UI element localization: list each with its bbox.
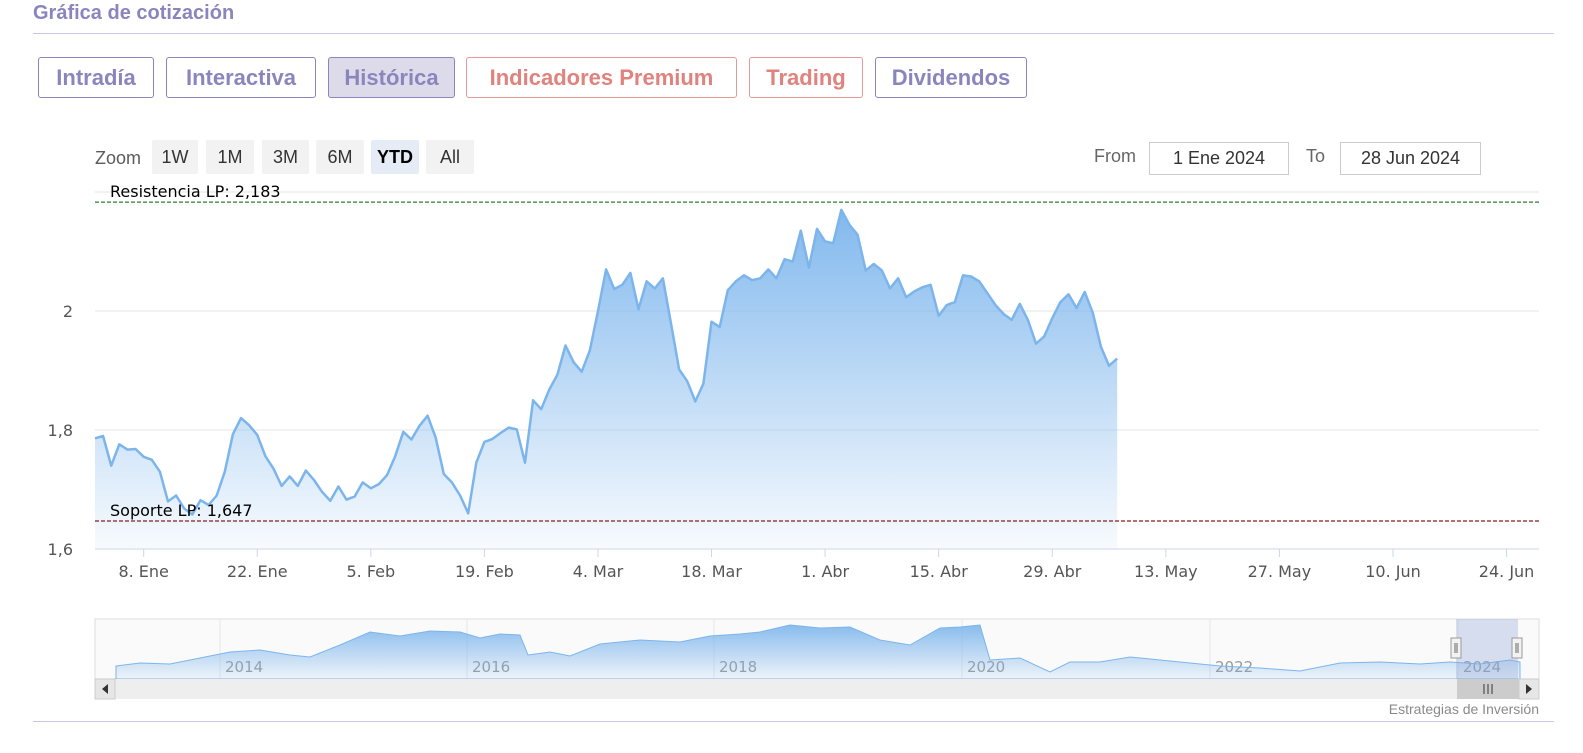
y-axis: 1,6 1,8 2 [48,302,73,559]
x-tick-label: 15. Abr [910,562,969,581]
zoom-ytd-button[interactable]: YTD [371,140,419,174]
y-tick-label: 1,6 [48,540,73,559]
arrow-right-icon [1526,684,1532,694]
zoom-label: Zoom [95,148,142,168]
x-tick-label: 5. Feb [346,562,395,581]
navigator[interactable]: 201420162018202020222024 [94,618,1540,680]
zoom-all-button[interactable]: All [426,140,474,174]
credit-label: Estrategias de Inversión [1388,701,1539,717]
x-tick-label: 22. Ene [227,562,288,581]
resistance-label: Resistencia LP: 2,183 [110,182,281,201]
x-tick-label: 10. Jun [1365,562,1421,581]
zoom-6m-button[interactable]: 6M [316,140,364,174]
navigator-right-handle[interactable] [1511,637,1523,659]
x-tick-label: 4. Mar [573,562,624,581]
tab-trading[interactable]: Trading [749,57,863,98]
tab-interactiva[interactable]: Interactiva [166,57,316,98]
bottom-divider [33,721,1554,722]
tab-intradia[interactable]: Intradía [38,57,154,98]
tab-indicadores-premium[interactable]: Indicadores Premium [466,57,737,98]
x-tick-label: 27. May [1248,562,1312,581]
x-axis: 8. Ene 22. Ene 5. Feb 19. Feb 4. Mar 18. Mar 1… [95,548,1539,581]
support-label: Soporte LP: 1,647 [110,501,253,520]
from-label: From [1094,146,1136,166]
to-label: To [1306,146,1326,166]
zoom-1w-button[interactable]: 1W [152,140,198,174]
y-tick-label: 2 [63,302,73,321]
page-title: Gráfica de cotización [33,2,235,24]
x-tick-label: 29. Abr [1023,562,1082,581]
price-area [95,209,1118,549]
x-tick-label: 8. Ene [118,562,168,581]
navigator-series [115,624,1521,680]
x-tick-label: 13. May [1134,562,1198,581]
from-date-input[interactable]: 1 Ene 2024 [1149,142,1289,175]
x-tick-label: 18. Mar [681,562,742,581]
title-divider [33,33,1554,34]
navigator-left-handle[interactable] [1450,637,1462,659]
navigator-selection[interactable] [1456,619,1518,679]
x-tick-label: 19. Feb [455,562,514,581]
price-chart: Resistencia LP: 2,183 Soporte LP: 1,647 1… [48,182,1540,700]
to-date-input[interactable]: 28 Jun 2024 [1340,142,1481,175]
y-tick-label: 1,8 [48,421,73,440]
tab-dividendos[interactable]: Dividendos [875,57,1027,98]
reference-lines: Resistencia LP: 2,183 Soporte LP: 1,647 [95,182,1539,522]
arrow-left-icon [102,684,108,694]
x-tick-label: 1. Abr [801,562,849,581]
zoom-1m-button[interactable]: 1M [206,140,254,174]
x-tick-label: 24. Jun [1479,562,1535,581]
price-line [94,208,1119,516]
scrollbar[interactable] [94,678,1540,700]
zoom-3m-button[interactable]: 3M [262,140,309,174]
tab-historica[interactable]: Histórica [328,57,455,98]
scrollbar-track [95,679,1539,699]
